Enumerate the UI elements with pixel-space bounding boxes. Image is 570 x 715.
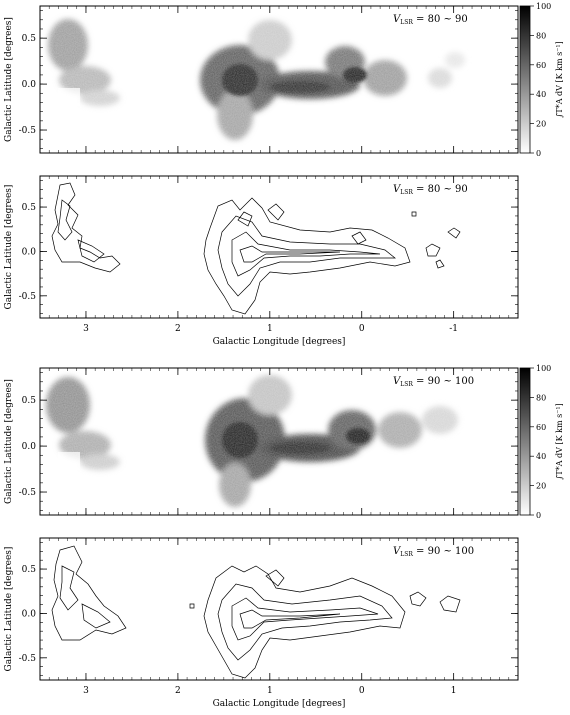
- x-tick-label: 2: [175, 324, 181, 334]
- colorbar-tick-label: 0: [536, 149, 541, 158]
- panel-3-image: [40, 368, 518, 515]
- x-tick-label: 3: [83, 324, 89, 334]
- colorbar-label: ∫T*A dV [K km s⁻¹]: [555, 403, 564, 480]
- y-tick-label: -0.5: [19, 292, 37, 302]
- y-axis-label: Galactic Latitude [degrees]: [4, 185, 14, 310]
- colorbar-3: [519, 367, 531, 516]
- y-tick-label: -0.5: [19, 654, 37, 664]
- panel-2-contours: [51, 182, 461, 315]
- x-tick-label: 0: [359, 686, 365, 696]
- x-tick-label: 3: [83, 686, 89, 696]
- x-tick-label: 2: [175, 686, 181, 696]
- panel-1: [39, 5, 519, 154]
- panel-label: VLSR = 90 ~ 100: [393, 376, 474, 388]
- colorbar-tick-label: 20: [536, 482, 546, 491]
- panel-label: VLSR = 90 ~ 100: [393, 546, 474, 558]
- colorbar-label: ∫T*A dV [K km s⁻¹]: [555, 41, 564, 118]
- y-tick-label: 0.0: [22, 247, 37, 257]
- y-tick-label: 0.0: [22, 442, 37, 452]
- y-tick-label: 0.5: [22, 34, 37, 44]
- y-axis-label: Galactic Latitude [degrees]: [4, 17, 14, 142]
- panel-4-contours: [51, 545, 461, 679]
- colorbar-tick-label: 20: [536, 120, 546, 129]
- y-tick-label: -0.5: [19, 488, 37, 498]
- x-axis-label: Galactic Longitude [degrees]: [213, 699, 346, 709]
- colorbar-tick-label: 80: [536, 393, 546, 402]
- colorbar-tick-label: 80: [536, 31, 546, 40]
- colorbar-tick-label: 0: [536, 511, 541, 520]
- panel-1-image: [40, 6, 518, 153]
- y-tick-label: 0.5: [22, 396, 37, 406]
- panel-label: VLSR = 80 ~ 90: [393, 184, 468, 196]
- colorbar-tick-label: 100: [536, 2, 551, 11]
- y-tick-label: 0.0: [22, 609, 37, 619]
- colorbar-tick-label: 40: [536, 452, 546, 461]
- panel-3: [39, 367, 519, 516]
- x-tick-label: 0: [359, 324, 365, 334]
- colorbar-1: [519, 5, 531, 154]
- y-axis-label: Galactic Latitude [degrees]: [4, 379, 14, 504]
- y-axis-label: Galactic Latitude [degrees]: [4, 547, 14, 672]
- panel-4: [39, 537, 519, 681]
- colorbar-tick-label: 60: [536, 423, 546, 432]
- x-axis-label: Galactic Longitude [degrees]: [213, 337, 346, 347]
- y-tick-label: 0.0: [22, 80, 37, 90]
- x-tick-label: 1: [267, 324, 273, 334]
- panel-label: VLSR = 80 ~ 90: [393, 14, 468, 26]
- x-tick-label: 1: [267, 686, 273, 696]
- y-tick-label: 0.5: [22, 203, 37, 213]
- y-tick-label: -0.5: [19, 126, 37, 136]
- colorbar-tick-label: 60: [536, 61, 546, 70]
- x-tick-label: 1: [451, 686, 457, 696]
- colorbar-tick-label: 100: [536, 364, 551, 373]
- panel-2: [39, 175, 519, 319]
- y-tick-label: 0.5: [22, 565, 37, 575]
- x-tick-label: -1: [449, 324, 458, 334]
- colorbar-tick-label: 40: [536, 90, 546, 99]
